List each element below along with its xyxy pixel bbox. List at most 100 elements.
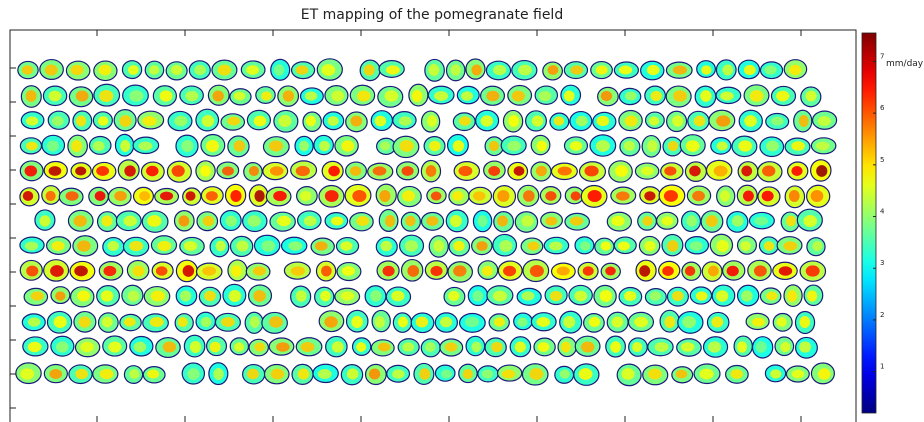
tree-core: [545, 191, 556, 201]
tree-core: [561, 342, 571, 353]
tree-core: [580, 241, 590, 250]
tree-core: [160, 192, 173, 201]
tree-core: [407, 265, 419, 277]
tree-core: [792, 370, 805, 379]
tree-core: [230, 190, 241, 202]
tree-core: [412, 90, 422, 102]
tree-core: [619, 66, 632, 75]
tree-core: [108, 341, 121, 352]
tree-core: [762, 165, 775, 176]
tree-core: [741, 166, 752, 177]
tree-core: [204, 291, 216, 301]
tree-core: [722, 64, 733, 75]
tree-core: [450, 215, 462, 227]
tree-core: [731, 369, 743, 379]
tree-core: [261, 91, 272, 100]
tree-core: [101, 290, 113, 301]
tree-core: [202, 266, 216, 275]
tree-core: [738, 140, 752, 151]
tree-core: [103, 266, 116, 276]
tree-core: [246, 65, 259, 75]
tree-core: [269, 141, 283, 152]
tree-core: [776, 91, 789, 102]
tree-core: [134, 342, 147, 353]
tree-core: [459, 116, 471, 126]
tree-core: [25, 242, 38, 251]
tree-core: [799, 341, 811, 352]
tree-core: [696, 291, 708, 300]
tree-core: [222, 166, 234, 175]
tree-core: [453, 140, 464, 152]
tree-core: [147, 215, 161, 227]
tree-core: [378, 343, 391, 352]
tree-core: [434, 91, 448, 101]
tree-core: [811, 190, 824, 202]
tree-core: [181, 140, 193, 152]
tree-core: [296, 166, 310, 176]
tree-core: [194, 65, 206, 75]
tree-core: [647, 140, 657, 152]
tree-core: [402, 190, 415, 201]
tree-core: [431, 192, 442, 201]
tree-core: [766, 141, 779, 152]
tree-core: [341, 291, 355, 300]
tree-core: [717, 240, 729, 252]
tree-core: [664, 316, 675, 328]
tree-core: [740, 241, 750, 251]
tree-core: [644, 241, 655, 251]
tree-core: [536, 166, 547, 176]
tree-core: [800, 316, 811, 328]
tree-core: [791, 141, 805, 151]
tree-core: [250, 316, 260, 328]
tree-core: [357, 91, 370, 102]
tree-core: [770, 369, 781, 378]
tree-core: [129, 241, 143, 251]
tree-core: [352, 190, 366, 202]
tree-core: [95, 191, 106, 201]
tree-core: [581, 341, 595, 352]
tree-core: [419, 368, 430, 380]
tree-core: [133, 266, 145, 277]
tree-core: [129, 90, 143, 101]
tree-core: [720, 190, 730, 201]
colorbar-label: mm/day: [886, 59, 924, 69]
tree-core: [416, 317, 428, 328]
tree-core: [716, 115, 730, 126]
tree-core: [31, 291, 44, 300]
tree-core: [398, 317, 408, 328]
tree-core: [744, 65, 756, 75]
tree-core: [139, 191, 150, 201]
tree-core: [517, 317, 527, 326]
tree-core: [471, 342, 481, 353]
tree-core: [453, 241, 464, 251]
tree-core: [79, 316, 91, 327]
tree-core: [488, 166, 500, 176]
tree-core: [425, 342, 435, 352]
tree-core: [481, 115, 494, 126]
tree-core: [254, 342, 265, 351]
tree-core: [493, 291, 507, 302]
tree-core: [537, 141, 547, 152]
tree-core: [380, 142, 390, 151]
tree-core: [320, 291, 331, 302]
tree-core: [93, 141, 105, 151]
tree-core: [615, 165, 628, 177]
tree-core: [300, 191, 311, 201]
tree-core: [596, 140, 610, 152]
tree-core: [783, 241, 797, 251]
tree-core: [538, 342, 550, 352]
tree-core: [186, 191, 196, 200]
tree-core: [791, 166, 802, 176]
tree-core: [385, 215, 395, 227]
chart: ET mapping of the pomegranate field 1234…: [0, 0, 924, 422]
tree-core: [379, 190, 390, 202]
tree-core: [296, 65, 309, 74]
tree-core: [625, 92, 637, 101]
tree-core: [55, 291, 65, 300]
tree-core: [77, 240, 91, 251]
tree-core: [597, 116, 610, 126]
tree-core: [179, 215, 190, 226]
tree-core: [369, 368, 380, 379]
tree-core: [80, 342, 93, 352]
tree-core: [600, 290, 612, 302]
